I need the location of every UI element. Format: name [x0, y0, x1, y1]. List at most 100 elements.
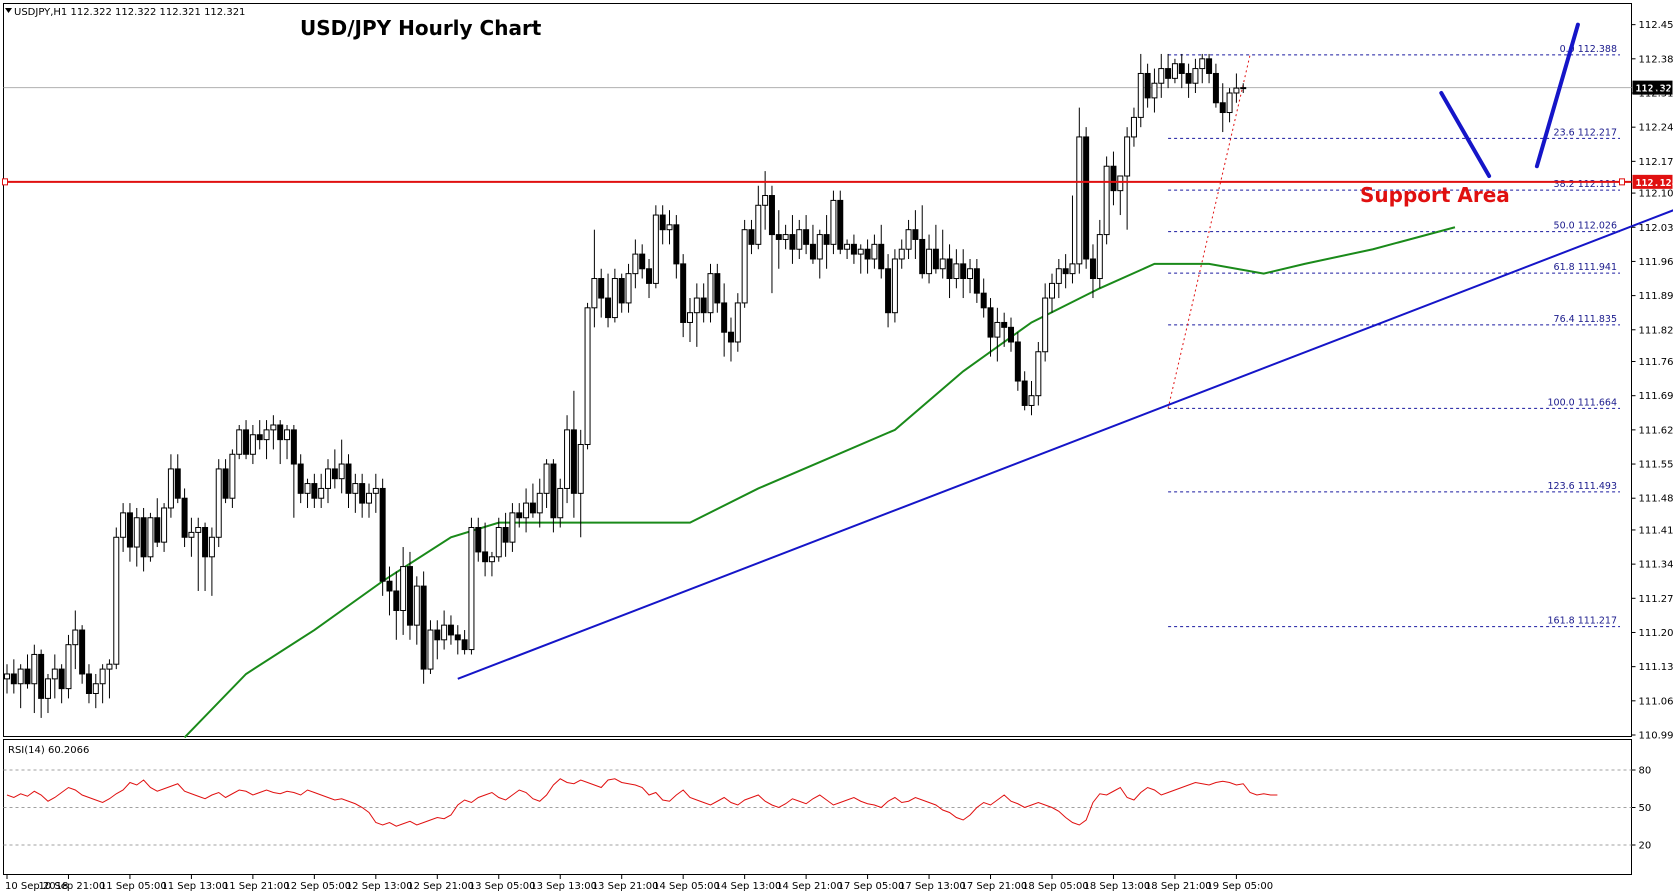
candle-body	[693, 297, 700, 314]
candle-body	[823, 234, 830, 245]
candle-body	[1028, 395, 1035, 406]
candle	[611, 268, 618, 323]
candle-body	[775, 234, 782, 240]
candle-body	[147, 517, 154, 558]
candle	[372, 473, 379, 513]
candle	[1028, 381, 1035, 416]
resistance-anchor-left	[2, 178, 8, 186]
candle	[461, 630, 468, 655]
candle	[529, 483, 536, 518]
candle	[946, 244, 953, 299]
candle	[1171, 58, 1178, 84]
candle-body	[639, 253, 646, 270]
candle	[441, 610, 448, 650]
candle	[1192, 58, 1199, 93]
x-tick-label: 12 Sep 13:00	[346, 881, 413, 892]
candle-body	[359, 483, 366, 504]
candle-body	[475, 527, 482, 553]
candle-body	[850, 243, 857, 255]
candle-body	[188, 531, 195, 538]
candle-body	[72, 629, 79, 646]
y-tick-label: 112.105	[1639, 189, 1673, 200]
candle-body	[393, 590, 400, 612]
candle-body	[905, 229, 912, 250]
candle	[1076, 107, 1083, 274]
candle-body	[577, 444, 584, 494]
candle	[680, 254, 687, 338]
candle-body	[345, 463, 352, 494]
candle	[871, 234, 878, 269]
candle	[536, 478, 543, 528]
candle-body	[570, 429, 577, 494]
candle	[38, 649, 45, 718]
candle-body	[1124, 136, 1131, 177]
candle-body	[379, 487, 386, 582]
symbol-dropdown-icon[interactable]	[5, 8, 12, 13]
candle-body	[932, 248, 939, 270]
candle-body	[65, 644, 72, 690]
candle-body	[864, 248, 871, 260]
candle	[79, 625, 86, 684]
candle	[523, 488, 530, 533]
candle-body	[44, 678, 51, 699]
fib-level-label: 76.4 111.835	[1554, 314, 1617, 325]
candle-body	[598, 278, 605, 299]
candle-body	[652, 214, 659, 284]
candle-body	[550, 463, 557, 519]
candle	[277, 420, 284, 465]
candle-body	[243, 429, 250, 455]
candle	[967, 258, 974, 294]
candle	[434, 620, 441, 660]
candle	[420, 571, 427, 684]
candle-body	[154, 517, 161, 543]
candle-body	[352, 483, 359, 494]
fib-level-label: 123.6 111.493	[1547, 481, 1617, 492]
candle	[256, 420, 263, 450]
candle-body	[113, 536, 120, 665]
candle-body	[38, 653, 45, 699]
y-tick-label: 111.550	[1639, 460, 1673, 471]
candle-body	[31, 653, 38, 685]
candle-body	[837, 199, 844, 250]
x-tick-label: 18 Sep 05:00	[1022, 881, 1089, 892]
candle	[673, 215, 680, 279]
candle-body	[516, 512, 523, 519]
candle-body	[960, 263, 967, 280]
y-tick-label: 111.480	[1639, 494, 1673, 505]
candle	[290, 424, 297, 518]
candle	[666, 210, 673, 245]
candle-body	[1151, 82, 1158, 99]
y-tick-label: 110.995	[1639, 731, 1673, 742]
candle-body	[4, 673, 10, 680]
candle	[1165, 53, 1172, 89]
candle	[584, 302, 591, 450]
forecast-down-stroke	[1439, 90, 1492, 178]
candle	[181, 488, 188, 548]
candle	[646, 258, 653, 299]
chart-title: USD/JPY Hourly Chart	[300, 16, 542, 40]
candle	[837, 190, 844, 255]
candle	[803, 215, 810, 255]
candle-body	[1226, 92, 1233, 114]
candle	[188, 517, 195, 557]
x-tick-label: 18 Sep 21:00	[1145, 881, 1212, 892]
candle	[639, 244, 646, 279]
candle-body	[290, 429, 297, 465]
candle	[352, 473, 359, 513]
candle-body	[919, 238, 926, 275]
candle	[960, 249, 967, 299]
candle	[823, 215, 830, 269]
candle	[161, 503, 168, 552]
candle	[99, 664, 106, 704]
y-tick-label: 111.690	[1639, 391, 1673, 402]
candle-body	[584, 307, 591, 446]
candle	[365, 483, 372, 518]
candle-body	[325, 468, 332, 489]
x-tick-label: 11 Sep 13:00	[161, 881, 228, 892]
candle	[126, 503, 133, 562]
candle-body	[830, 199, 837, 245]
resistance-price-label: 112.128	[1636, 178, 1673, 189]
candle-body	[195, 527, 202, 533]
candle-body	[311, 483, 318, 499]
candle-body	[564, 429, 571, 489]
